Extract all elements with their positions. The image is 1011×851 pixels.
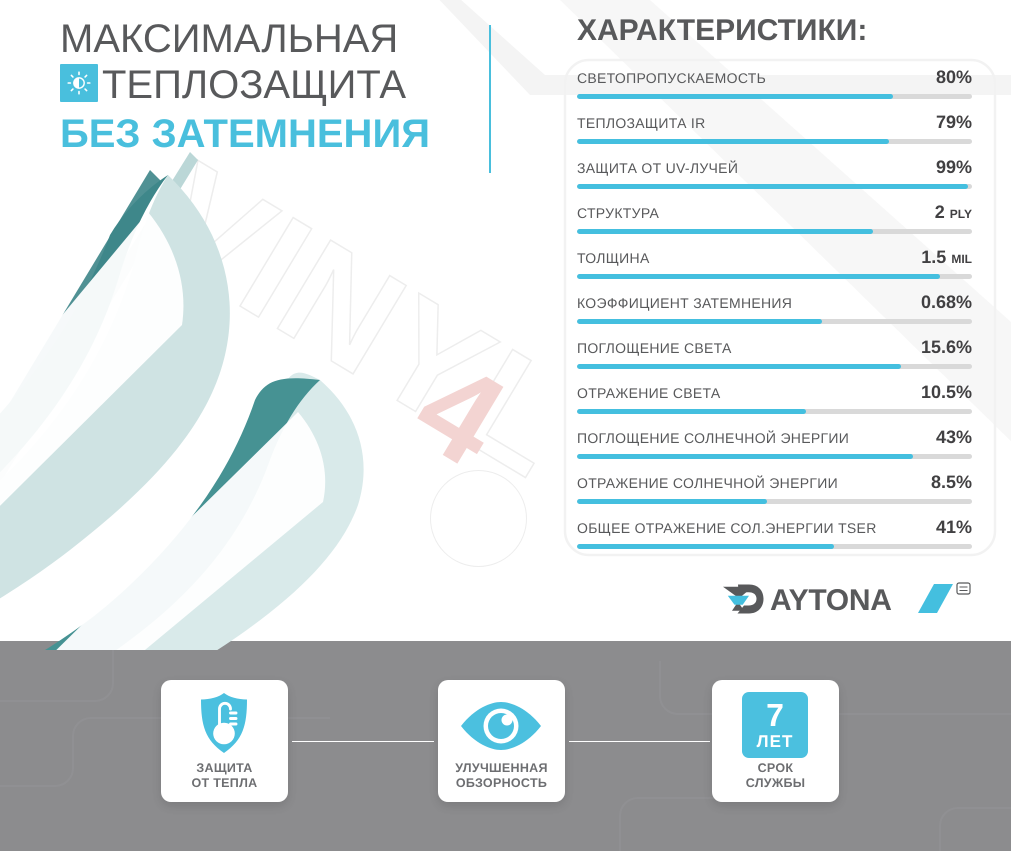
- svg-text:7: 7: [766, 697, 784, 733]
- svg-text:ЛЕТ: ЛЕТ: [757, 732, 794, 751]
